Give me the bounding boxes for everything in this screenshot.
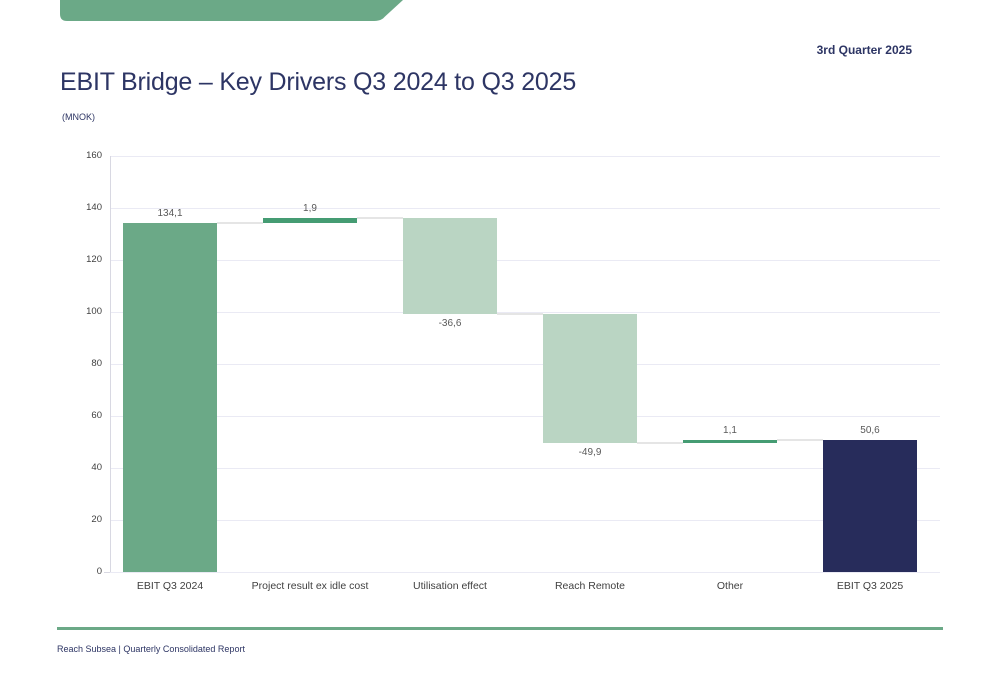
unit-label: (MNOK) bbox=[62, 112, 95, 122]
waterfall-bar bbox=[263, 218, 357, 224]
bar-value-label: -36,6 bbox=[438, 317, 462, 329]
y-gridline bbox=[110, 415, 940, 417]
waterfall-connector bbox=[217, 222, 263, 225]
category-label: EBIT Q3 2024 bbox=[136, 580, 204, 592]
y-tick-label: 20 bbox=[91, 514, 102, 525]
y-gridline bbox=[110, 155, 940, 157]
y-gridline bbox=[110, 363, 940, 365]
y-tick-label: 160 bbox=[86, 150, 102, 161]
y-tick-label: 100 bbox=[86, 306, 102, 317]
y-gridline bbox=[110, 571, 940, 573]
waterfall-connector bbox=[497, 312, 543, 315]
waterfall-connector bbox=[637, 442, 683, 445]
footer-text: Reach Subsea | Quarterly Consolidated Re… bbox=[57, 644, 245, 654]
y-gridline bbox=[110, 311, 940, 313]
y-gridline bbox=[110, 467, 940, 469]
footer-rule bbox=[57, 627, 943, 630]
y-tick-label: 60 bbox=[91, 410, 102, 421]
category-label: Reach Remote bbox=[554, 580, 626, 592]
page-title: EBIT Bridge – Key Drivers Q3 2024 to Q3 … bbox=[60, 68, 577, 96]
y-gridline bbox=[110, 519, 940, 521]
waterfall-bar bbox=[823, 440, 917, 572]
y-gridline bbox=[110, 207, 940, 209]
category-label: Utilisation effect bbox=[413, 580, 487, 592]
waterfall-bar bbox=[543, 313, 637, 444]
quarter-label: 3rd Quarter 2025 bbox=[816, 43, 912, 57]
brand-ribbon-shape bbox=[60, 0, 403, 21]
waterfall-connector bbox=[357, 217, 403, 220]
y-axis-line bbox=[110, 156, 111, 572]
y-tick-label: 40 bbox=[91, 462, 102, 473]
y-tick-label: 140 bbox=[86, 202, 102, 213]
y-tick-label: 120 bbox=[86, 254, 102, 265]
waterfall-bar bbox=[683, 440, 777, 444]
y-gridline bbox=[110, 259, 940, 261]
category-label: Project result ex idle cost bbox=[251, 580, 369, 592]
bar-value-label: 50,6 bbox=[860, 425, 880, 437]
waterfall-bar bbox=[403, 218, 497, 314]
waterfall-connector bbox=[777, 439, 823, 442]
bar-value-label: 1,9 bbox=[303, 203, 317, 215]
category-label: Other bbox=[716, 580, 744, 592]
bar-value-label: 1,1 bbox=[723, 425, 737, 437]
bar-value-label: -49,9 bbox=[578, 447, 602, 459]
category-label: EBIT Q3 2025 bbox=[836, 580, 904, 592]
bar-value-label: 134,1 bbox=[157, 208, 183, 220]
waterfall-bar bbox=[123, 223, 217, 572]
y-tick-label: 80 bbox=[91, 358, 102, 369]
y-axis-tick bbox=[104, 572, 110, 573]
brand-ribbon bbox=[60, 0, 403, 21]
y-tick-label: 0 bbox=[96, 566, 102, 577]
